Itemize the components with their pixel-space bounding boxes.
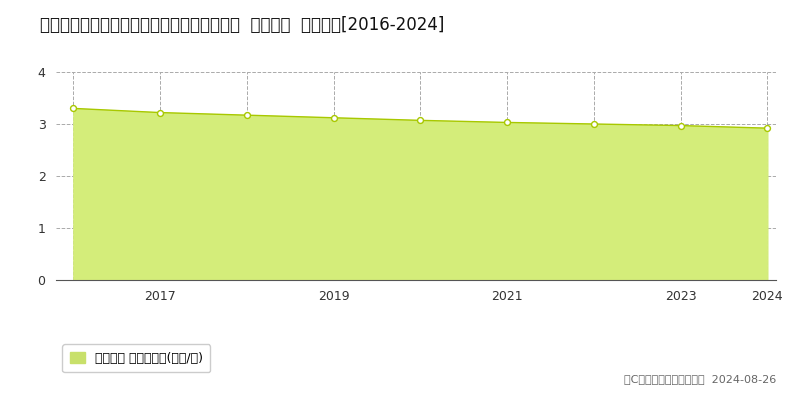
Point xyxy=(761,125,774,131)
Point xyxy=(674,122,687,129)
Point xyxy=(241,112,254,118)
Text: （C）土地価格ドットコム  2024-08-26: （C）土地価格ドットコム 2024-08-26 xyxy=(624,374,776,384)
Point xyxy=(414,117,426,124)
Point xyxy=(587,121,600,127)
Point xyxy=(154,109,166,116)
Point xyxy=(501,119,514,126)
Text: 新潟県上越市大字有間川字家浦８０９番１外  地価公示  地価推移[2016-2024]: 新潟県上越市大字有間川字家浦８０９番１外 地価公示 地価推移[2016-2024… xyxy=(40,16,444,34)
Point xyxy=(327,114,340,121)
Legend: 地価公示 平均坪単価(万円/坪): 地価公示 平均坪単価(万円/坪) xyxy=(62,344,210,372)
Point xyxy=(67,105,80,112)
